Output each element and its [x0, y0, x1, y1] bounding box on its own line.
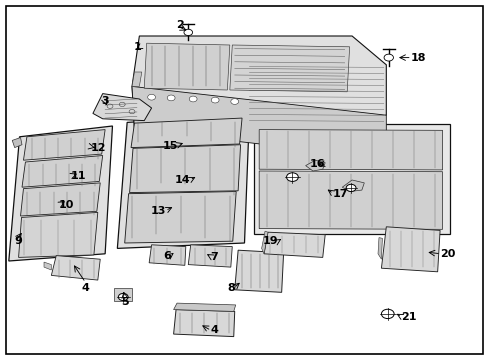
Polygon shape	[377, 238, 382, 259]
Text: 5: 5	[121, 297, 128, 307]
Circle shape	[147, 94, 155, 100]
Text: 7: 7	[210, 252, 218, 262]
Circle shape	[286, 173, 298, 181]
Circle shape	[346, 184, 355, 192]
Text: 11: 11	[71, 171, 86, 181]
Polygon shape	[234, 250, 283, 292]
Polygon shape	[132, 86, 386, 158]
Polygon shape	[342, 180, 364, 192]
Polygon shape	[44, 262, 51, 270]
Text: 10: 10	[59, 200, 74, 210]
Text: 13: 13	[151, 206, 166, 216]
Text: 16: 16	[309, 159, 325, 169]
Polygon shape	[305, 160, 325, 171]
Text: 19: 19	[263, 236, 278, 246]
Polygon shape	[381, 227, 439, 272]
Polygon shape	[9, 126, 112, 261]
Text: 20: 20	[439, 249, 454, 259]
Text: 17: 17	[332, 189, 347, 199]
Polygon shape	[132, 72, 142, 86]
Polygon shape	[264, 232, 325, 257]
Text: 18: 18	[410, 53, 426, 63]
Polygon shape	[129, 145, 240, 193]
Polygon shape	[261, 231, 267, 254]
Circle shape	[183, 29, 192, 36]
Polygon shape	[22, 156, 102, 187]
Circle shape	[167, 95, 175, 101]
Polygon shape	[259, 171, 442, 229]
Polygon shape	[93, 94, 151, 121]
Circle shape	[230, 99, 238, 104]
Polygon shape	[124, 192, 236, 243]
Polygon shape	[51, 256, 100, 280]
Polygon shape	[23, 130, 105, 160]
Polygon shape	[254, 124, 449, 234]
Polygon shape	[117, 115, 249, 248]
Polygon shape	[229, 45, 349, 92]
Text: 2: 2	[176, 20, 183, 30]
Circle shape	[381, 309, 393, 319]
Circle shape	[211, 97, 219, 103]
Text: 9: 9	[15, 236, 22, 246]
Polygon shape	[19, 212, 98, 257]
Text: 21: 21	[400, 312, 416, 322]
Circle shape	[189, 96, 197, 102]
Text: 4: 4	[81, 283, 89, 293]
Polygon shape	[173, 303, 235, 311]
Text: 4: 4	[210, 325, 218, 336]
Polygon shape	[20, 183, 100, 216]
Polygon shape	[173, 310, 234, 337]
Text: 8: 8	[226, 283, 234, 293]
Text: 14: 14	[175, 175, 190, 185]
Polygon shape	[144, 43, 229, 90]
Text: 15: 15	[163, 141, 178, 151]
Polygon shape	[259, 130, 442, 170]
Polygon shape	[131, 118, 242, 148]
Circle shape	[383, 54, 393, 61]
Circle shape	[118, 293, 128, 301]
Polygon shape	[114, 288, 132, 301]
Text: 3: 3	[101, 96, 109, 106]
Polygon shape	[132, 36, 386, 130]
Polygon shape	[12, 138, 22, 148]
Text: 1: 1	[134, 42, 142, 52]
Text: 12: 12	[90, 143, 106, 153]
Polygon shape	[188, 245, 232, 267]
Text: 6: 6	[163, 251, 171, 261]
Polygon shape	[149, 245, 185, 265]
